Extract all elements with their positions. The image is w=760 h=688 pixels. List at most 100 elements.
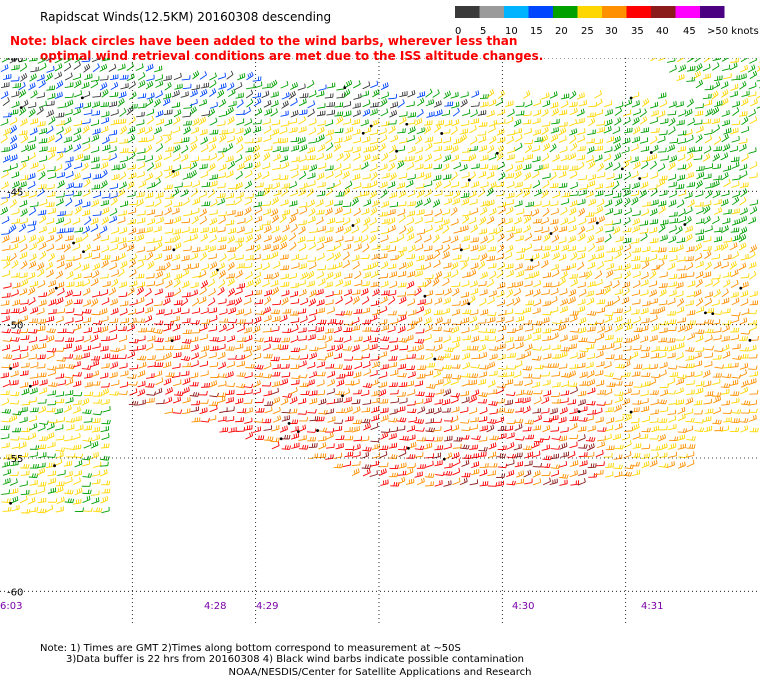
wind-barb-staff	[18, 238, 26, 244]
wind-barb-staff	[327, 221, 335, 225]
wind-barb-staff	[361, 211, 370, 216]
wind-barb-staff	[136, 159, 145, 161]
wind-barb-feather	[83, 127, 87, 132]
wind-barb-staff	[711, 94, 719, 100]
wind-barb-feather	[627, 197, 631, 202]
wind-barb-feather	[139, 199, 142, 204]
wind-barb-feather	[718, 81, 721, 86]
legend-label: 35	[631, 26, 644, 37]
wind-barb-staff	[64, 231, 73, 233]
wind-barb-feather	[738, 218, 741, 223]
wind-barb-feather	[240, 82, 243, 87]
wind-barb-staff	[460, 123, 469, 127]
wind-barb-feather	[539, 109, 542, 114]
wind-barb-staff	[189, 146, 197, 153]
wind-barb-feather	[328, 153, 331, 158]
wind-barb-staff	[343, 212, 351, 216]
wind-barb-feather	[78, 199, 81, 205]
wind-barb-staff	[334, 105, 343, 108]
wind-barb-staff	[235, 195, 244, 199]
wind-barb-staff	[450, 148, 459, 154]
wind-barb-staff	[738, 245, 747, 251]
wind-barb-feather	[340, 115, 344, 120]
wind-barb-staff	[200, 237, 208, 242]
wind-barb-feather	[696, 65, 700, 70]
wind-barb-feather	[153, 92, 155, 97]
wind-barb-feather	[673, 144, 676, 149]
wind-barb-staff	[37, 167, 45, 172]
wind-barb-feather	[139, 128, 142, 133]
wind-barb-feather	[215, 198, 218, 203]
wind-barb-feather	[518, 164, 521, 169]
wind-barb-staff	[641, 205, 651, 207]
wind-barb-feather	[746, 153, 749, 158]
wind-barb-staff	[541, 193, 549, 199]
wind-barb-feather	[3, 207, 7, 212]
contamination-marker	[495, 151, 499, 155]
wind-barb-staff	[272, 149, 281, 153]
wind-barb-staff	[317, 239, 325, 244]
wind-barb-feather	[122, 64, 124, 69]
wind-barb-feather	[609, 233, 612, 238]
wind-barb-feather	[14, 124, 18, 129]
wind-barb-staff	[387, 184, 396, 189]
wind-barb-staff	[110, 112, 119, 116]
wind-barb-staff	[127, 130, 136, 134]
wind-barb-feather	[79, 205, 82, 210]
wind-barb-staff	[659, 238, 668, 242]
wind-barb-feather	[401, 160, 405, 165]
wind-barb-feather	[130, 106, 134, 111]
wind-barb-staff	[423, 167, 432, 170]
wind-barb-staff	[569, 194, 578, 197]
wind-barb-staff	[262, 247, 271, 251]
wind-barb-feather	[501, 243, 505, 248]
wind-barb-feather	[227, 108, 231, 114]
wind-barb-feather	[31, 83, 34, 88]
wind-barb-staff	[136, 174, 145, 179]
wind-barb-feather	[734, 84, 737, 89]
legend-swatch	[675, 6, 700, 18]
wind-barb-feather	[314, 118, 317, 123]
wind-barb-staff	[209, 184, 218, 188]
wind-barb-staff	[165, 197, 174, 199]
wind-barb-staff	[46, 128, 54, 134]
wind-barb-staff	[324, 168, 334, 171]
wind-barb-feather	[395, 109, 398, 114]
wind-barb-staff	[677, 149, 686, 153]
wind-barb-feather	[178, 153, 181, 158]
wind-barb-feather	[254, 163, 257, 168]
wind-barb-staff	[351, 200, 359, 207]
wind-barb-staff	[651, 250, 660, 252]
wind-barb-staff	[81, 85, 90, 89]
wind-barb-feather	[744, 99, 747, 104]
wind-barb-feather	[7, 97, 10, 102]
wind-barb-feather	[455, 155, 458, 160]
wind-barb-feather	[421, 243, 424, 248]
wind-barb-feather	[692, 199, 695, 204]
wind-barb-staff	[163, 155, 172, 161]
wind-barb-feather	[85, 126, 88, 131]
wind-barb-staff	[325, 145, 334, 152]
wind-barb-staff	[551, 168, 560, 171]
wind-barb-feather	[420, 98, 423, 103]
wind-barb-staff	[657, 113, 666, 118]
wind-barb-staff	[497, 236, 505, 242]
wind-barb-staff	[38, 141, 47, 144]
wind-barb-feather	[726, 242, 729, 247]
wind-barb-feather	[745, 116, 749, 121]
wind-barb-feather	[134, 91, 137, 96]
wind-barb-feather	[259, 172, 262, 177]
wind-barb-feather	[413, 244, 416, 249]
wind-barb-staff	[308, 211, 316, 217]
wind-barb-feather	[375, 155, 377, 160]
wind-barb-staff	[506, 184, 515, 189]
wind-barb-staff	[56, 151, 65, 154]
wind-barb-feather	[44, 62, 47, 67]
wind-barb-feather	[33, 207, 37, 212]
wind-barb-feather	[438, 124, 442, 129]
wind-barb-feather	[545, 134, 549, 139]
wind-barb-staff	[155, 93, 163, 99]
wind-barb-feather	[103, 181, 106, 186]
wind-barb-feather	[304, 183, 306, 188]
wind-barb-feather	[282, 242, 286, 247]
